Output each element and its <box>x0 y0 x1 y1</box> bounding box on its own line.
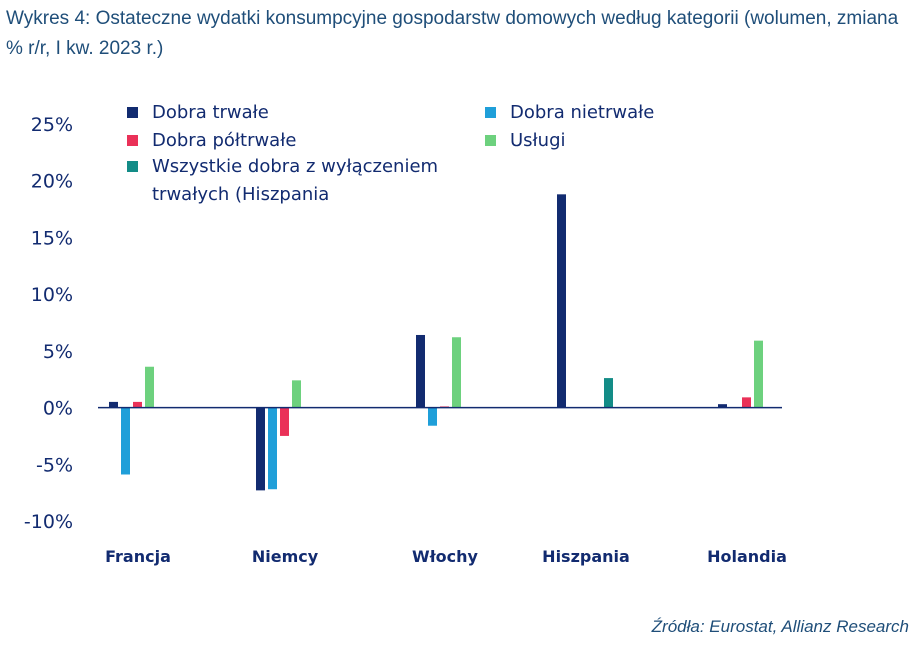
bar-włochy-s0 <box>416 334 425 408</box>
bar-holandia-s2 <box>742 397 751 408</box>
legend-label: Dobra nietrwałe <box>510 102 654 123</box>
bar-hiszpania-s4 <box>604 378 613 408</box>
legend-label: Usługi <box>510 130 566 151</box>
legend-swatch <box>127 135 138 146</box>
legend-label: Dobra trwałe <box>152 102 269 123</box>
y-tick-label: -5% <box>36 454 73 476</box>
y-tick-label: 10% <box>31 284 73 306</box>
y-tick-label: -10% <box>24 511 73 533</box>
bar-włochy-s1 <box>428 407 437 426</box>
category-label: Holandia <box>707 547 787 566</box>
category-label: Niemcy <box>252 547 319 566</box>
legend-label: Dobra półtrwałe <box>152 130 296 151</box>
bar-francja-s3 <box>145 366 154 408</box>
legend-swatch <box>127 161 138 172</box>
y-tick-label: 15% <box>31 227 73 249</box>
bar-francja-s0 <box>109 401 118 408</box>
source-note: Źródła: Eurostat, Allianz Research <box>651 617 909 636</box>
y-tick-label: 20% <box>31 171 73 193</box>
bar-holandia-s0 <box>718 404 727 408</box>
legend-swatch <box>485 135 496 146</box>
bar-niemcy-s1 <box>268 407 277 490</box>
bar-niemcy-s0 <box>256 407 265 491</box>
category-label: Włochy <box>412 547 478 566</box>
bar-hiszpania-s0 <box>557 194 566 408</box>
bar-holandia-s3 <box>754 340 763 408</box>
y-tick-label: 5% <box>43 341 73 363</box>
chart-title: Wykres 4: Ostateczne wydatki konsumpcyjn… <box>6 8 899 59</box>
legend-label: Wszystkie dobra z wyłączeniem <box>152 156 438 177</box>
legend-swatch <box>127 107 138 118</box>
bar-niemcy-s2 <box>280 407 289 436</box>
category-label: Hiszpania <box>542 547 630 566</box>
y-tick-label: 25% <box>31 114 73 136</box>
bar-włochy-s3 <box>452 337 461 408</box>
bar-francja-s1 <box>121 407 130 475</box>
bar-francja-s2 <box>133 401 142 408</box>
y-tick-label: 0% <box>43 398 73 420</box>
legend-swatch <box>485 107 496 118</box>
legend-label: trwałych (Hiszpania <box>152 184 329 205</box>
category-label: Francja <box>105 547 171 566</box>
bar-niemcy-s3 <box>292 380 301 408</box>
